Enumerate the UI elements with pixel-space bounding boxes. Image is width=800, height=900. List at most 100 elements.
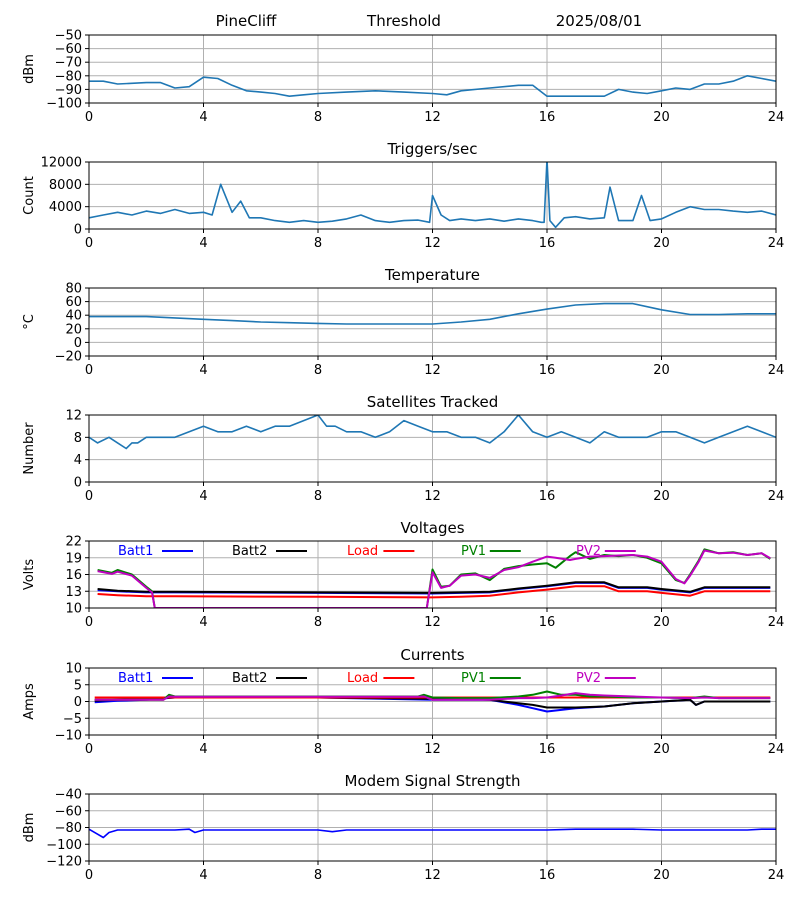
x-tick-label: 12 <box>424 110 441 125</box>
y-axis-label: dBm <box>22 813 37 843</box>
x-tick-label: 20 <box>653 742 670 757</box>
x-tick-label: 4 <box>199 236 207 251</box>
x-tick-label: 24 <box>768 363 785 378</box>
y-tick-label: 10 <box>65 602 82 617</box>
x-tick-label: 20 <box>653 363 670 378</box>
x-tick-label: 0 <box>85 236 93 251</box>
legend-label-load: Load <box>347 671 378 686</box>
legend-label-pv1: PV1 <box>461 671 486 686</box>
header-date: 2025/08/01 <box>556 12 642 30</box>
y-tick-label: 5 <box>74 678 82 693</box>
series-line-load <box>97 585 771 599</box>
x-tick-label: 16 <box>539 615 556 630</box>
legend-label-pv2: PV2 <box>576 671 601 686</box>
header-mode: Threshold <box>366 12 441 30</box>
legend-label-batt1: Batt1 <box>118 671 153 686</box>
x-tick-label: 8 <box>314 110 322 125</box>
legend-label-pv1: PV1 <box>461 544 486 559</box>
y-tick-label: 8000 <box>49 178 82 193</box>
y-tick-label: 4000 <box>49 200 82 215</box>
y-tick-label: 13 <box>65 585 82 600</box>
legend-label-batt2: Batt2 <box>232 671 267 686</box>
x-tick-label: 0 <box>85 615 93 630</box>
y-tick-label: 19 <box>65 551 82 566</box>
series-line-1 <box>89 302 776 325</box>
x-tick-label: 4 <box>199 615 207 630</box>
x-tick-label: 0 <box>85 363 93 378</box>
y-tick-label: 12000 <box>41 156 82 171</box>
x-tick-label: 20 <box>653 489 670 504</box>
y-tick-label: −60 <box>55 804 82 819</box>
x-tick-label: 8 <box>314 615 322 630</box>
legend-label-load: Load <box>347 544 378 559</box>
chart-panel-1: 0 4 8 12 16 20 24 −50−60−70−80−90−100 dBm <box>22 29 784 126</box>
series-line-pv2 <box>97 549 771 608</box>
chart-title: Modem Signal Strength <box>345 772 521 790</box>
x-tick-label: 24 <box>768 868 785 883</box>
y-tick-label: −50 <box>55 29 82 44</box>
x-tick-label: 20 <box>653 236 670 251</box>
chart-panel-7: 0 4 8 12 16 20 24 −40−60 −80 −100 −120 Modem Signal… <box>22 772 784 883</box>
y-tick-label: −80 <box>55 821 82 836</box>
x-tick-label: 24 <box>768 615 785 630</box>
x-tick-label: 0 <box>85 742 93 757</box>
x-tick-label: 8 <box>314 489 322 504</box>
y-tick-label: 4 <box>74 453 82 468</box>
x-tick-label: 12 <box>424 363 441 378</box>
x-tick-label: 12 <box>424 615 441 630</box>
y-tick-label: 16 <box>65 568 82 583</box>
y-tick-label: 60 <box>65 295 82 310</box>
x-tick-label: 12 <box>424 489 441 504</box>
x-tick-label: 20 <box>653 868 670 883</box>
y-tick-label: 22 <box>65 535 82 550</box>
x-tick-label: 8 <box>314 742 322 757</box>
x-tick-label: 20 <box>653 110 670 125</box>
x-tick-label: 12 <box>424 868 441 883</box>
x-tick-label: 8 <box>314 363 322 378</box>
x-tick-label: 8 <box>314 868 322 883</box>
series-line-1 <box>89 828 776 839</box>
y-tick-label: −60 <box>55 42 82 57</box>
y-tick-label: 10 <box>65 662 82 677</box>
chart-title: Satellites Tracked <box>367 393 498 411</box>
x-tick-label: 4 <box>199 868 207 883</box>
y-tick-label: 12 <box>65 409 82 424</box>
x-tick-label: 24 <box>768 489 785 504</box>
x-tick-label: 0 <box>85 489 93 504</box>
y-tick-label: 20 <box>65 322 82 337</box>
x-tick-label: 16 <box>539 742 556 757</box>
series-line-1 <box>89 415 776 450</box>
y-tick-label: −10 <box>55 729 82 744</box>
series-line-1 <box>89 162 776 229</box>
y-tick-label: 0 <box>74 695 82 710</box>
x-tick-label: 8 <box>314 236 322 251</box>
y-tick-label: −120 <box>46 855 82 870</box>
y-axis-label: Number <box>22 422 37 475</box>
chart-title: Temperature <box>384 266 480 284</box>
y-axis-label: Volts <box>22 559 37 591</box>
x-tick-label: 16 <box>539 363 556 378</box>
y-tick-label: −100 <box>46 97 82 112</box>
series-line-1 <box>89 75 776 97</box>
x-tick-label: 16 <box>539 236 556 251</box>
chart-title: Voltages <box>400 519 464 537</box>
y-tick-label: 0 <box>74 223 82 238</box>
x-tick-label: 4 <box>199 742 207 757</box>
y-tick-label: 0 <box>74 336 82 351</box>
legend-label-batt1: Batt1 <box>118 544 153 559</box>
x-tick-label: 4 <box>199 110 207 125</box>
chart-title: Triggers/sec <box>387 140 478 158</box>
series-line-batt2 <box>97 581 771 594</box>
y-axis-label: Count <box>22 176 37 215</box>
chart-panel-4: 0 4 8 12 16 20 24 12 8 4 0 Satellites Tracked Number <box>22 393 784 504</box>
y-tick-label: −90 <box>55 83 82 98</box>
y-tick-label: −80 <box>55 69 82 84</box>
x-tick-label: 12 <box>424 742 441 757</box>
y-tick-label: −70 <box>55 56 82 71</box>
y-axis-label: °C <box>22 314 37 330</box>
x-tick-label: 16 <box>539 110 556 125</box>
x-tick-label: 12 <box>424 236 441 251</box>
